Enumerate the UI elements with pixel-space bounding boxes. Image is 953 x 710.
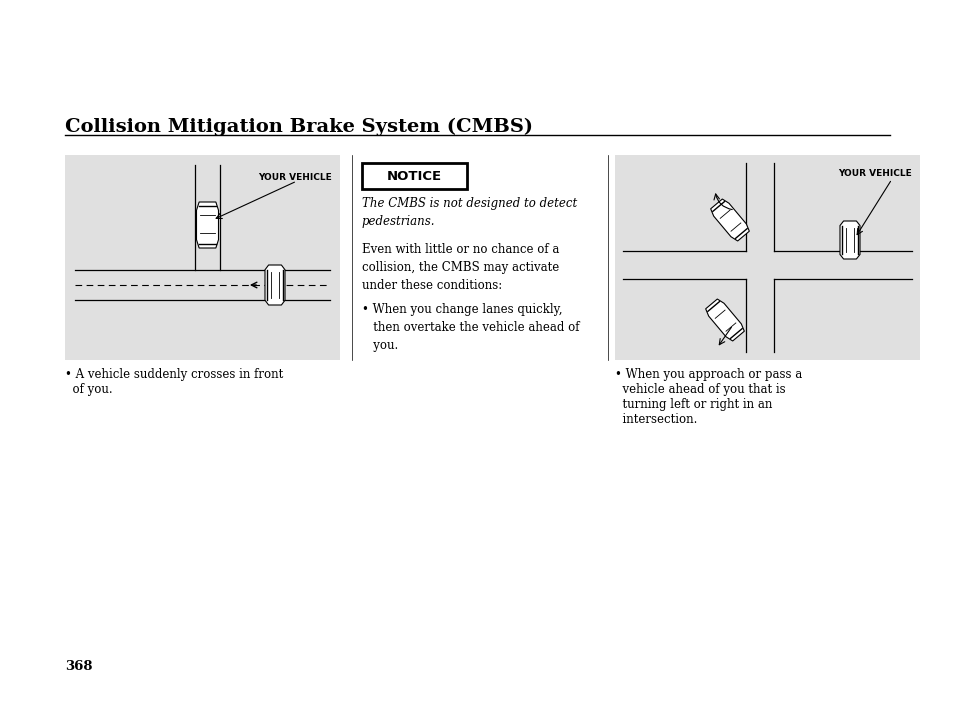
Text: Collision Mitigation Brake System (CMBS): Collision Mitigation Brake System (CMBS) — [65, 118, 533, 136]
Text: YOUR VEHICLE: YOUR VEHICLE — [838, 169, 911, 178]
Text: • A vehicle suddenly crosses in front
  of you.: • A vehicle suddenly crosses in front of… — [65, 368, 283, 396]
Polygon shape — [196, 202, 218, 248]
Polygon shape — [840, 221, 859, 259]
Bar — [65, 155, 339, 360]
Polygon shape — [705, 299, 743, 341]
Text: Even with little or no chance of a
collision, the CMBS may activate
under these : Even with little or no chance of a colli… — [361, 243, 558, 292]
Text: 368: 368 — [65, 660, 92, 673]
Polygon shape — [710, 199, 748, 241]
Bar — [615, 155, 919, 360]
Text: YOUR VEHICLE: YOUR VEHICLE — [258, 173, 332, 182]
Text: The CMBS is not designed to detect
pedestrians.: The CMBS is not designed to detect pedes… — [361, 197, 577, 228]
Text: NOTICE: NOTICE — [386, 170, 441, 182]
Text: • When you approach or pass a
  vehicle ahead of you that is
  turning left or r: • When you approach or pass a vehicle ah… — [615, 368, 801, 426]
Polygon shape — [265, 265, 285, 305]
Text: • When you change lanes quickly,
   then overtake the vehicle ahead of
   you.: • When you change lanes quickly, then ov… — [361, 303, 578, 352]
Bar — [361, 163, 467, 189]
